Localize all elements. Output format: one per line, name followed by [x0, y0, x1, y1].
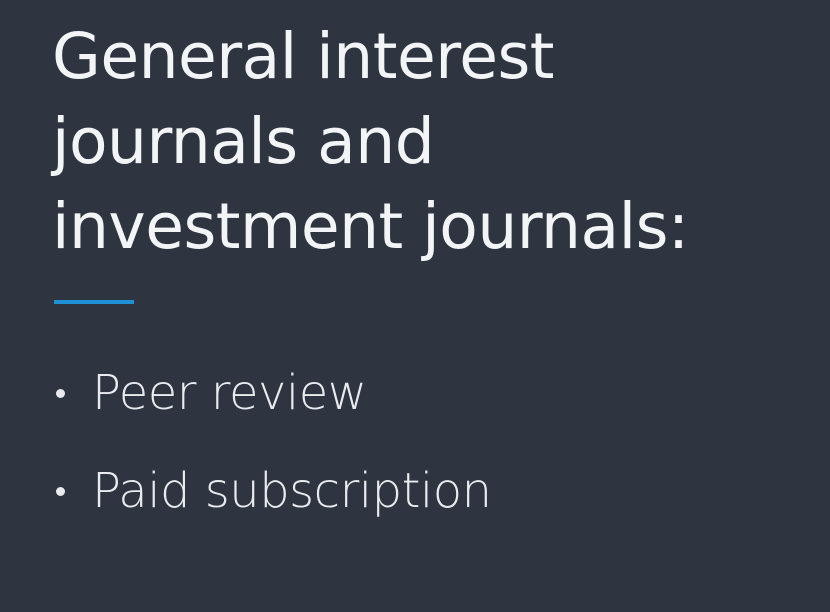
bullet-dot-icon: [56, 388, 65, 398]
bullet-item: Paid subscription: [52, 442, 492, 540]
title-divider: [54, 300, 134, 304]
bullet-text: Paid subscription: [92, 463, 492, 519]
bullet-dot-icon: [56, 486, 65, 496]
bullet-item: Peer review: [52, 344, 492, 442]
slide-title-line: investment journals:: [52, 190, 689, 263]
bullet-text: Peer review: [92, 365, 367, 421]
slide-title-line: General interest: [52, 20, 555, 93]
slide-title-line: journals and: [52, 105, 435, 178]
bullet-list: Peer review Paid subscription: [52, 344, 492, 540]
slide-title: General interest journals and investment…: [52, 14, 812, 269]
